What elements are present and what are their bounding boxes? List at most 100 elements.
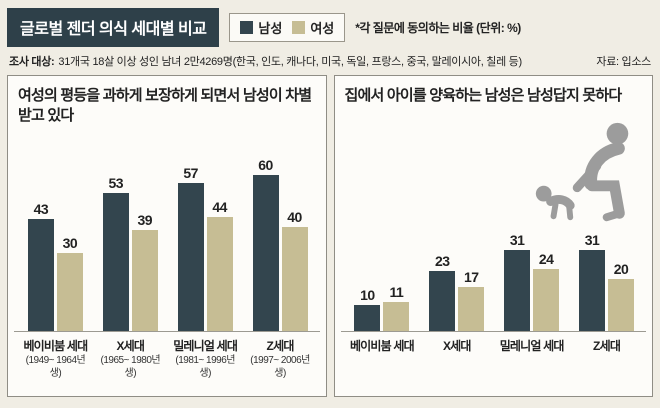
bar-value-label: 10 xyxy=(360,287,375,303)
bar-value-label: 31 xyxy=(509,232,525,248)
bar-value-label: 31 xyxy=(584,232,600,248)
category-label: 베이비붐 세대 xyxy=(23,339,88,353)
bar-pair: 10 11 xyxy=(354,134,410,331)
header: 글로벌 젠더 의식 세대별 비교 남성 여성 *각 질문에 동의하는 비율 (단… xyxy=(7,8,653,47)
page-title: 글로벌 젠더 의식 세대별 비교 xyxy=(7,8,220,47)
bar-value-label: 40 xyxy=(287,209,302,225)
chart-title-left: 여성의 평등을 과하게 보장하게 되면서 남성이 차별받고 있다 xyxy=(18,87,312,125)
bar-group: 53 39 X세대 (1965~ 1980년생) xyxy=(93,134,168,380)
bar-value-label: 57 xyxy=(183,165,198,181)
male-bar xyxy=(102,193,129,331)
category-label: X세대 xyxy=(116,339,145,353)
male-bar xyxy=(429,271,456,331)
bar-value-label: 43 xyxy=(33,201,49,217)
male-bar-wrap: 31 xyxy=(504,232,531,331)
chart-panel-right: 집에서 아이를 양육하는 남성은 남성답지 못하다 xyxy=(333,75,653,397)
legend-item-male: 남성 xyxy=(240,18,282,37)
female-bar xyxy=(206,217,233,331)
bar-pair: 31 20 xyxy=(579,134,635,331)
female-bar-wrap: 30 xyxy=(56,235,83,331)
bar-pair: 60 40 xyxy=(252,134,308,331)
male-bar xyxy=(27,219,54,331)
x-axis-line xyxy=(14,331,320,332)
male-bar xyxy=(579,250,606,331)
chart-body-left: 43 30 베이비붐 세대 (1949~ 1964년생) 53 39 X세대 (1965~ 1… xyxy=(14,134,320,380)
female-bar xyxy=(131,230,158,331)
bar-value-label: 39 xyxy=(137,212,153,228)
male-bar-wrap: 31 xyxy=(579,232,606,331)
female-bar-wrap: 24 xyxy=(533,251,560,331)
chart-title-right: 집에서 아이를 양육하는 남성은 남성답지 못하다 xyxy=(344,87,623,104)
bar-value-label: 20 xyxy=(613,261,629,277)
category-label: 베이비붐 세대 xyxy=(349,339,415,353)
female-color-swatch xyxy=(292,21,306,34)
category-label: Z세대 xyxy=(266,339,295,353)
bar-pair: 53 39 xyxy=(102,134,158,331)
female-bar-wrap: 17 xyxy=(458,269,485,331)
category-label: 밀레니얼 세대 xyxy=(173,339,238,353)
female-bar xyxy=(533,269,560,331)
bar-value-label: 60 xyxy=(258,157,273,173)
survey-meta-text: 31개국 18살 이상 성인 남녀 2만4269명(한국, 인도, 캐나다, 미… xyxy=(58,56,522,68)
female-bar xyxy=(383,302,410,331)
category-sublabel: (1997~ 2006년생) xyxy=(250,355,310,379)
legend-label-female: 여성 xyxy=(310,21,335,36)
data-source: 자료: 입소스 xyxy=(596,56,651,68)
bar-chart-right: 10 11 베이비붐 세대 23 17 X세대 31 24 밀레니얼 세대 31 20 Z세대 xyxy=(340,134,646,354)
male-bar-wrap: 60 xyxy=(252,157,279,331)
legend: 남성 여성 xyxy=(229,13,346,42)
category-sublabel: (1981~ 1996년생) xyxy=(175,355,235,379)
bar-value-label: 44 xyxy=(212,199,227,215)
category-label: 밀레니얼 세대 xyxy=(499,339,565,353)
male-bar-wrap: 57 xyxy=(177,165,204,331)
bar-pair: 57 44 xyxy=(177,134,233,331)
female-bar-wrap: 40 xyxy=(281,209,308,331)
bar-value-label: 23 xyxy=(435,253,450,269)
survey-meta-label: 조사 대상: xyxy=(9,56,55,68)
chart-panels: 여성의 평등을 과하게 보장하게 되면서 남성이 차별받고 있다 43 30 베이비… xyxy=(7,75,653,397)
bar-group: 31 24 밀레니얼 세대 xyxy=(494,134,569,354)
female-bar xyxy=(281,227,308,331)
x-axis-line xyxy=(340,331,646,332)
female-bar xyxy=(56,253,83,331)
male-bar xyxy=(354,305,381,331)
bar-value-label: 53 xyxy=(108,175,124,191)
legend-item-female: 여성 xyxy=(292,18,334,37)
bar-chart-left: 43 30 베이비붐 세대 (1949~ 1964년생) 53 39 X세대 (1965~ 1… xyxy=(14,134,320,380)
bar-value-label: 24 xyxy=(538,251,554,267)
male-color-swatch xyxy=(240,21,254,34)
unit-note: *각 질문에 동의하는 비율 (단위: %) xyxy=(355,21,521,35)
chart-body-right: 10 11 베이비붐 세대 23 17 X세대 31 24 밀레니얼 세대 31 20 Z세대 xyxy=(340,122,646,354)
female-bar xyxy=(458,287,485,331)
male-bar xyxy=(504,250,531,331)
chart-panel-left: 여성의 평등을 과하게 보장하게 되면서 남성이 차별받고 있다 43 30 베이비… xyxy=(7,75,327,397)
female-bar-wrap: 11 xyxy=(383,284,410,331)
male-bar-wrap: 43 xyxy=(27,201,54,331)
female-bar-wrap: 20 xyxy=(608,261,635,331)
female-bar xyxy=(608,279,635,331)
male-bar-wrap: 53 xyxy=(102,175,129,331)
male-bar xyxy=(252,175,279,331)
category-label: X세대 xyxy=(442,339,471,353)
female-bar-wrap: 39 xyxy=(131,212,158,331)
bar-value-label: 30 xyxy=(62,235,78,251)
bar-group: 57 44 밀레니얼 세대 (1981~ 1996년생) xyxy=(168,134,243,380)
survey-meta: 조사 대상: 31개국 18살 이상 성인 남녀 2만4269명(한국, 인도,… xyxy=(9,53,651,69)
bar-pair: 23 17 xyxy=(429,134,485,331)
bar-group: 43 30 베이비붐 세대 (1949~ 1964년생) xyxy=(18,134,93,380)
legend-label-male: 남성 xyxy=(258,21,283,36)
bar-pair: 43 30 xyxy=(27,134,83,331)
male-bar-wrap: 23 xyxy=(429,253,456,331)
bar-group: 10 11 베이비붐 세대 xyxy=(345,134,420,354)
male-bar-wrap: 10 xyxy=(354,287,381,331)
category-sublabel: (1965~ 1980년생) xyxy=(100,355,161,379)
bar-group: 60 40 Z세대 (1997~ 2006년생) xyxy=(243,134,318,380)
bar-group: 23 17 X세대 xyxy=(419,134,494,354)
bar-value-label: 11 xyxy=(389,284,404,300)
male-bar xyxy=(177,183,204,331)
bar-value-label: 17 xyxy=(464,269,479,285)
bar-pair: 31 24 xyxy=(504,134,560,331)
female-bar-wrap: 44 xyxy=(206,199,233,331)
category-label: Z세대 xyxy=(593,339,621,353)
